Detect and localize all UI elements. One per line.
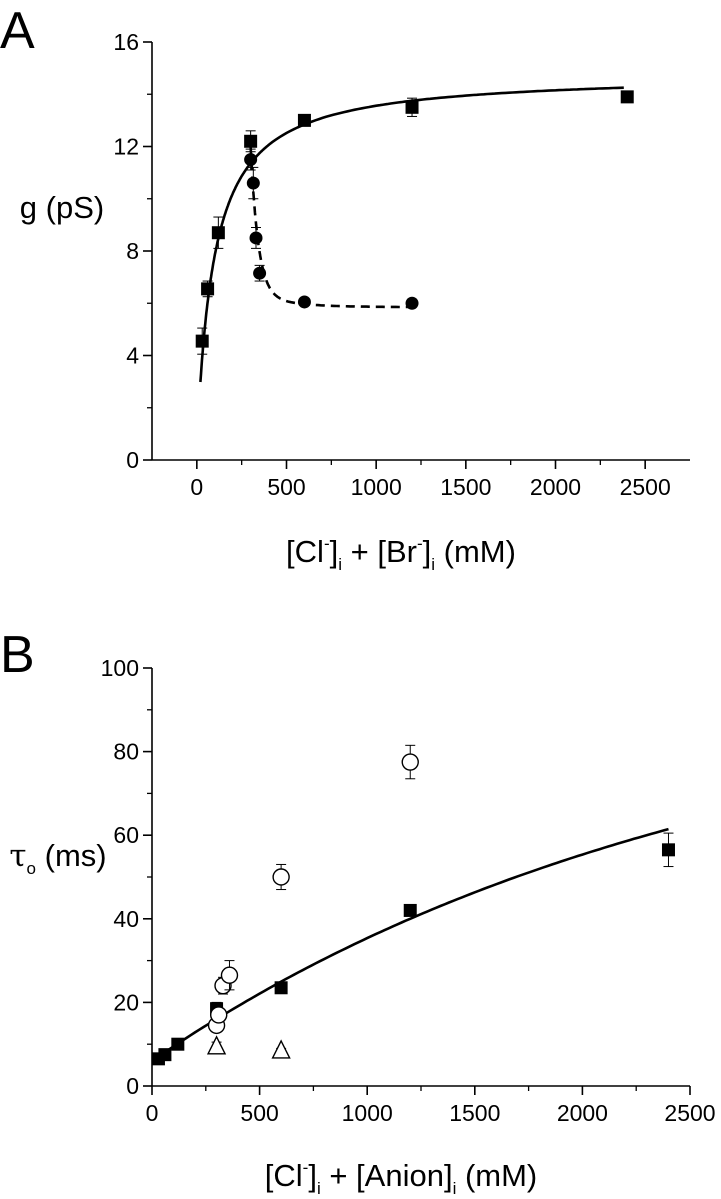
axis-label-part: [Cl bbox=[286, 534, 324, 569]
x-tick-label: 2500 bbox=[664, 1100, 715, 1126]
y-tick-label: 60 bbox=[113, 822, 139, 848]
data-point-open-triangle bbox=[206, 1035, 227, 1055]
x-tick-label: 0 bbox=[146, 1100, 159, 1126]
axis-label-part: (mM) bbox=[456, 1158, 537, 1193]
axis-label-part: τ bbox=[9, 838, 26, 874]
x-tick-label: 1000 bbox=[351, 474, 402, 500]
data-point-square bbox=[661, 843, 675, 857]
y-tick-label: 4 bbox=[126, 343, 139, 369]
x-tick-label: 0 bbox=[190, 474, 203, 500]
y-tick-label: 80 bbox=[113, 739, 139, 765]
fit-curve bbox=[155, 827, 669, 1060]
x-tick-label: 500 bbox=[240, 1100, 278, 1126]
axis-label-part: (mM) bbox=[435, 534, 516, 569]
data-point-square bbox=[201, 282, 215, 296]
fit-curve bbox=[199, 86, 624, 383]
axis-label-part: ] bbox=[308, 1158, 317, 1193]
y-tick-label: 40 bbox=[113, 906, 139, 932]
x-tick-label: 1000 bbox=[342, 1100, 393, 1126]
x-tick-label: 2000 bbox=[530, 474, 581, 500]
data-point-square bbox=[403, 903, 417, 917]
axis-label-part: i bbox=[317, 1179, 321, 1198]
y-tick-label: 12 bbox=[113, 134, 139, 160]
y-tick-label: 100 bbox=[101, 655, 139, 681]
data-point-square bbox=[405, 100, 419, 114]
y-tick-label: 8 bbox=[126, 238, 139, 264]
x-tick-label: 500 bbox=[267, 474, 305, 500]
fit-curve bbox=[249, 146, 412, 309]
data-point-circle bbox=[249, 231, 263, 245]
data-point-square bbox=[297, 113, 311, 127]
data-point-circle bbox=[297, 295, 311, 309]
data-point-circle bbox=[253, 266, 267, 280]
axis-label-part: - bbox=[324, 534, 330, 553]
axis-label-part: + [Br bbox=[342, 534, 417, 569]
axis-label-part: i bbox=[338, 555, 342, 574]
data-point-open-circle bbox=[210, 1006, 228, 1024]
data-point-square bbox=[171, 1037, 185, 1051]
data-point-square bbox=[211, 226, 225, 240]
axis-label-part: - bbox=[303, 1158, 309, 1177]
axis-label-part: (ms) bbox=[36, 838, 107, 873]
x-tick-label: 1500 bbox=[440, 474, 491, 500]
data-point-open-triangle bbox=[271, 1039, 291, 1059]
data-point-open-circle bbox=[272, 868, 290, 886]
data-point-square bbox=[158, 1048, 172, 1062]
axis-label-part: ] bbox=[423, 534, 432, 569]
y-axis-label: g (pS) bbox=[20, 190, 104, 225]
x-tick-label: 2500 bbox=[620, 474, 671, 500]
y-axis-label: τo (ms) bbox=[9, 838, 106, 878]
data-point-circle bbox=[246, 176, 260, 190]
data-point-open-circle bbox=[401, 753, 419, 771]
panel-letter-a: A bbox=[0, 2, 35, 60]
x-tick-label: 2000 bbox=[557, 1100, 608, 1126]
data-point-square bbox=[244, 134, 258, 148]
y-tick-label: 0 bbox=[126, 447, 139, 473]
x-axis-label: [Cl-]i + [Anion]i (mM) bbox=[265, 1158, 538, 1198]
panel-letter-b: B bbox=[0, 626, 35, 684]
data-point-circle bbox=[244, 153, 258, 167]
axis-label-part: [Cl bbox=[265, 1158, 303, 1193]
axis-label-part: - bbox=[417, 534, 423, 553]
data-point-square bbox=[195, 334, 209, 348]
data-point-circle bbox=[405, 296, 419, 310]
y-tick-label: 20 bbox=[113, 989, 139, 1015]
x-tick-label: 1500 bbox=[449, 1100, 500, 1126]
axis-label-part: o bbox=[27, 859, 36, 878]
y-tick-label: 16 bbox=[113, 29, 139, 55]
x-axis-label: [Cl-]i + [Br-]i (mM) bbox=[286, 534, 516, 574]
y-tick-label: 0 bbox=[126, 1073, 139, 1099]
data-point-square bbox=[274, 981, 288, 995]
axis-label-part: i bbox=[431, 555, 435, 574]
axis-label-part: i bbox=[453, 1179, 457, 1198]
axis-label-part: + [Anion] bbox=[321, 1158, 453, 1193]
data-point-square bbox=[620, 90, 634, 104]
data-point-open-circle bbox=[220, 966, 239, 984]
axis-label-part: ] bbox=[330, 534, 339, 569]
